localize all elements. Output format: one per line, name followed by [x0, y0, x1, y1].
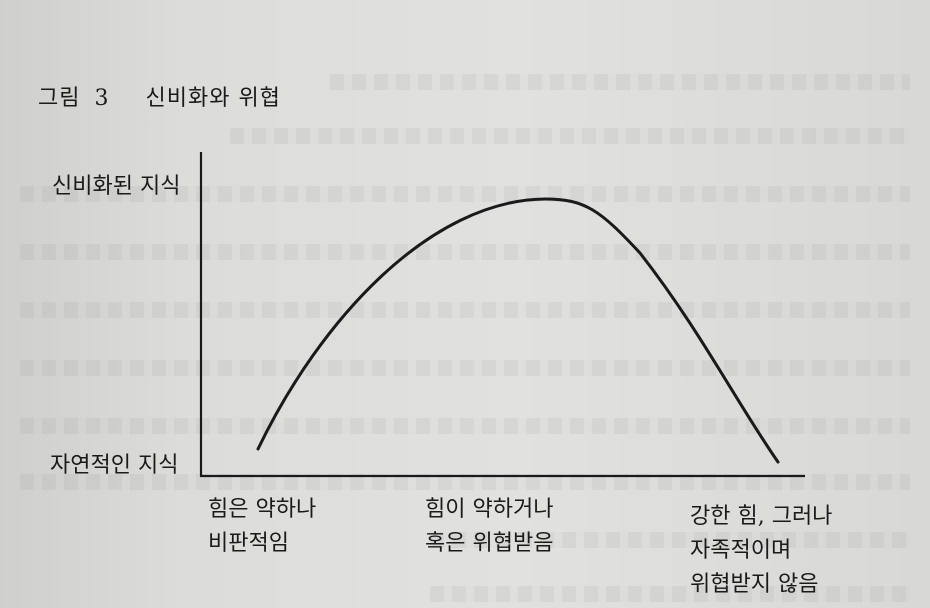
x-label-middle: 힘이 약하거나 혹은 위협받음 [425, 493, 553, 561]
figure-caption: 신비화와 위협 [145, 86, 281, 111]
x-label-right-line-1: 강한 힘, 그러나 [690, 504, 833, 529]
y-axis-bottom-label: 자연적인 지식 [50, 453, 179, 478]
bleed-through-text [20, 186, 910, 202]
x-label-right-line-2: 자족적이며 [690, 538, 792, 563]
x-label-left-line-2: 비판적임 [208, 531, 289, 556]
figure-title: 그림 3 신비화와 위협 [38, 80, 281, 112]
bleed-through-text [20, 302, 910, 318]
mystification-curve [256, 197, 780, 464]
x-label-right-line-3: 위협받지 않음 [690, 572, 819, 597]
bleed-through-text [430, 586, 910, 602]
bleed-through-text [430, 532, 910, 548]
x-label-middle-line-1: 힘이 약하거나 [425, 497, 554, 522]
x-label-left: 힘은 약하나 비판적임 [208, 493, 316, 561]
y-axis-top-label: 신비화된 지식 [52, 174, 181, 199]
bleed-through-text [20, 474, 910, 490]
bleed-through-text [230, 128, 910, 144]
bleed-through-text [20, 418, 910, 434]
figure-number: 3 [94, 86, 110, 111]
figure-label: 그림 [38, 86, 81, 111]
x-label-right: 강한 힘, 그러나 자족적이며 위협받지 않음 [690, 500, 832, 602]
x-label-middle-line-2: 혹은 위협받음 [425, 531, 554, 556]
bleed-through-text [20, 360, 910, 376]
x-label-left-line-1: 힘은 약하나 [208, 497, 317, 522]
bleed-through-text [330, 74, 910, 90]
bleed-through-text [20, 244, 910, 260]
